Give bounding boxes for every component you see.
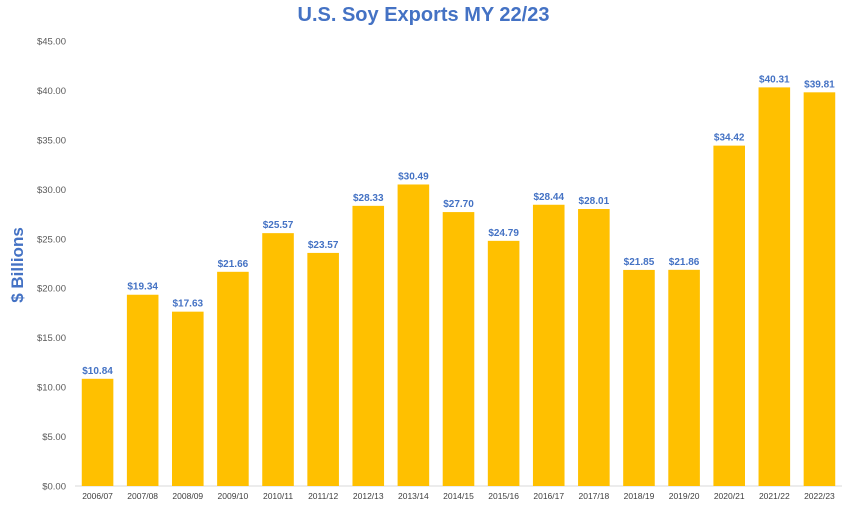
data-label: $21.85 — [624, 257, 655, 268]
x-tick-label: 2006/07 — [82, 491, 113, 501]
chart-title: U.S. Soy Exports MY 22/23 — [297, 4, 550, 26]
bar — [578, 209, 610, 487]
data-label: $21.66 — [218, 259, 249, 270]
x-tick-label: 2022/23 — [804, 491, 835, 501]
data-label: $28.44 — [533, 192, 564, 203]
bar — [668, 269, 700, 486]
bar — [81, 378, 114, 486]
y-tick-label: $10.00 — [37, 383, 66, 394]
bar — [623, 269, 655, 486]
bar — [713, 145, 745, 486]
data-label: $19.34 — [127, 282, 158, 293]
bar — [803, 92, 836, 486]
y-tick-label: $5.00 — [42, 432, 66, 443]
data-label: $25.57 — [263, 220, 294, 231]
data-label: $28.01 — [579, 196, 610, 207]
data-label: $24.79 — [488, 228, 519, 239]
y-tick-label: $45.00 — [37, 37, 66, 48]
x-tick-label: 2017/18 — [578, 491, 609, 501]
y-tick-label: $20.00 — [37, 284, 66, 295]
bar — [532, 204, 565, 486]
bar — [172, 311, 204, 486]
data-label: $34.42 — [714, 133, 745, 144]
y-tick-label: $0.00 — [42, 482, 66, 493]
x-tick-label: 2013/14 — [398, 491, 429, 501]
x-tick-label: 2009/10 — [218, 491, 249, 501]
x-tick-label: 2016/17 — [533, 491, 564, 501]
bar — [352, 205, 385, 486]
y-tick-label: $40.00 — [37, 86, 66, 97]
data-label: $23.57 — [308, 240, 339, 251]
x-tick-label: 2012/13 — [353, 491, 384, 501]
bar — [442, 212, 475, 487]
data-label: $28.33 — [353, 193, 384, 204]
y-tick-label: $25.00 — [37, 234, 66, 245]
data-label: $17.63 — [172, 299, 203, 310]
x-tick-label: 2021/22 — [759, 491, 790, 501]
bar — [758, 87, 791, 486]
x-tick-label: 2010/11 — [263, 491, 293, 501]
x-tick-label: 2008/09 — [172, 491, 203, 501]
data-label: $40.31 — [759, 74, 790, 85]
x-tick-label: 2015/16 — [488, 491, 519, 501]
bar — [217, 271, 249, 486]
data-label: $21.86 — [669, 257, 700, 268]
data-label: $10.84 — [82, 366, 113, 377]
y-tick-label: $35.00 — [37, 135, 66, 146]
x-tick-label: 2020/21 — [714, 491, 745, 501]
y-tick-label: $15.00 — [37, 333, 66, 344]
data-label: $27.70 — [443, 199, 474, 210]
bar — [397, 184, 430, 486]
data-label: $30.49 — [398, 171, 429, 182]
x-tick-label: 2011/12 — [308, 491, 338, 501]
bar — [487, 240, 520, 486]
bar — [262, 233, 294, 486]
y-tick-label: $30.00 — [37, 185, 66, 196]
x-tick-label: 2019/20 — [669, 491, 700, 501]
bar — [307, 252, 339, 486]
x-tick-label: 2018/19 — [624, 491, 655, 501]
data-label: $39.81 — [804, 79, 835, 90]
bar — [126, 294, 159, 486]
x-tick-label: 2007/08 — [127, 491, 158, 501]
x-tick-label: 2014/15 — [443, 491, 474, 501]
